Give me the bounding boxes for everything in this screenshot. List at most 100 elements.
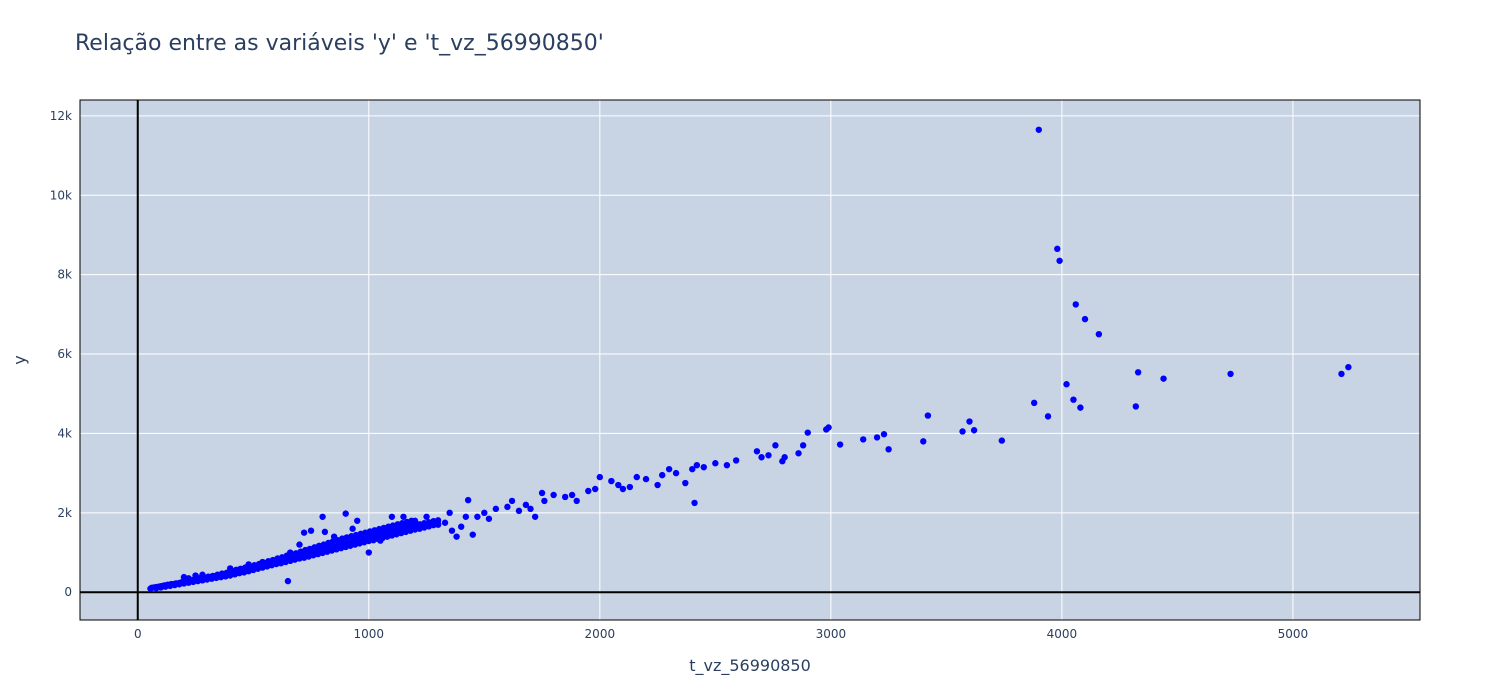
scatter-point xyxy=(462,513,470,520)
scatter-point xyxy=(522,501,530,509)
scatter-point xyxy=(1132,403,1140,410)
scatter-point xyxy=(799,442,807,449)
scatter-point xyxy=(245,561,252,568)
scatter-point xyxy=(550,491,557,499)
scatter-point xyxy=(1077,404,1084,411)
scatter-point xyxy=(330,533,338,540)
scatter-point xyxy=(321,528,329,536)
scatter-point xyxy=(633,473,640,481)
x-tick-label: 2000 xyxy=(585,627,616,641)
y-tick-label: 2k xyxy=(57,506,72,520)
scatter-point xyxy=(732,457,740,464)
scatter-point xyxy=(307,527,315,534)
scatter-point xyxy=(474,513,481,520)
scatter-point xyxy=(608,477,615,485)
scatter-point xyxy=(515,507,523,515)
plot-frame xyxy=(79,99,1421,621)
scatter-point xyxy=(192,572,199,579)
x-tick-label: 1000 xyxy=(354,627,385,641)
y-tick-label: 4k xyxy=(57,426,72,440)
scatter-point xyxy=(287,549,294,556)
scatter-point xyxy=(538,489,546,497)
scatter-point xyxy=(508,497,516,505)
scatter-point xyxy=(573,497,580,505)
y-axis-title: y xyxy=(10,355,29,364)
scatter-point xyxy=(411,517,419,524)
scatter-point xyxy=(693,461,701,469)
scatter-point xyxy=(296,541,303,548)
scatter-point xyxy=(464,496,472,504)
data-points xyxy=(147,126,1352,592)
y-tick-label: 12k xyxy=(50,109,72,123)
scatter-point xyxy=(795,450,802,457)
scatter-point xyxy=(765,452,772,459)
scatter-point xyxy=(723,461,731,469)
scatter-point xyxy=(1044,413,1052,420)
scatter-point xyxy=(665,465,673,473)
scatter-point xyxy=(1345,363,1352,371)
scatter-point xyxy=(342,510,349,517)
y-tick-label: 0 xyxy=(64,585,72,599)
scatter-point xyxy=(804,429,811,436)
scatter-point xyxy=(504,503,511,511)
scatter-point xyxy=(626,483,634,491)
scatter-point xyxy=(659,471,666,479)
scatter-point xyxy=(259,558,266,566)
scatter-point xyxy=(527,505,534,513)
scatter-point xyxy=(469,531,476,538)
scatter-point xyxy=(920,438,927,445)
x-axis-title: t_vz_56990850 xyxy=(689,656,811,676)
scatter-point xyxy=(1035,126,1042,133)
scatter-point xyxy=(349,525,356,532)
scatter-point xyxy=(585,487,592,495)
scatter-point xyxy=(446,509,453,517)
scatter-point xyxy=(448,527,456,534)
y-tick-label: 10k xyxy=(50,188,72,202)
scatter-point xyxy=(689,465,696,473)
x-tick-label: 5000 xyxy=(1278,627,1309,641)
scatter-point xyxy=(185,575,192,582)
scatter-point xyxy=(400,513,407,520)
scatter-point xyxy=(531,513,539,520)
scatter-point xyxy=(1338,370,1345,378)
scatter-point xyxy=(860,436,867,443)
scatter-point xyxy=(1160,375,1167,382)
scatter-point xyxy=(337,537,345,544)
scatter-point xyxy=(300,529,308,536)
scatter-point xyxy=(226,565,234,572)
scatter-point xyxy=(434,521,442,528)
scatter-point xyxy=(1054,245,1061,253)
scatter-point xyxy=(423,513,430,520)
x-tick-label: 3000 xyxy=(816,627,847,641)
scatter-point xyxy=(682,479,689,487)
scatter-point xyxy=(541,497,548,505)
tick-labels: 0 1000 2000 3000 4000 5000 0 2k 4k 6k 8k 10k 12k xyxy=(50,109,1308,641)
scatter-point xyxy=(880,431,888,438)
scatter-point xyxy=(1081,315,1089,323)
scatter-point xyxy=(485,515,493,522)
scatter-point xyxy=(998,437,1006,444)
scatter-point xyxy=(1134,369,1142,376)
scatter-point xyxy=(319,513,326,520)
scatter-point xyxy=(492,505,500,513)
scatter-point xyxy=(758,454,765,461)
grid-lines xyxy=(80,100,1420,620)
scatter-point xyxy=(458,523,465,530)
scatter-point xyxy=(388,513,396,520)
scatter-point xyxy=(561,493,569,501)
scatter-point xyxy=(924,412,932,419)
scatter-point xyxy=(691,499,698,507)
scatter-point xyxy=(199,571,206,578)
scatter-point xyxy=(365,549,372,556)
scatter-point xyxy=(781,454,788,461)
scatter-point xyxy=(970,427,978,434)
scatter-point xyxy=(481,509,488,517)
scatter-point xyxy=(615,481,622,489)
scatter-point xyxy=(836,441,844,448)
scatter-point xyxy=(654,481,661,489)
scatter-point xyxy=(568,491,576,499)
scatter-point xyxy=(700,463,707,471)
scatter-point xyxy=(284,577,292,585)
scatter-point xyxy=(1063,381,1070,388)
scatter-point xyxy=(233,566,241,574)
